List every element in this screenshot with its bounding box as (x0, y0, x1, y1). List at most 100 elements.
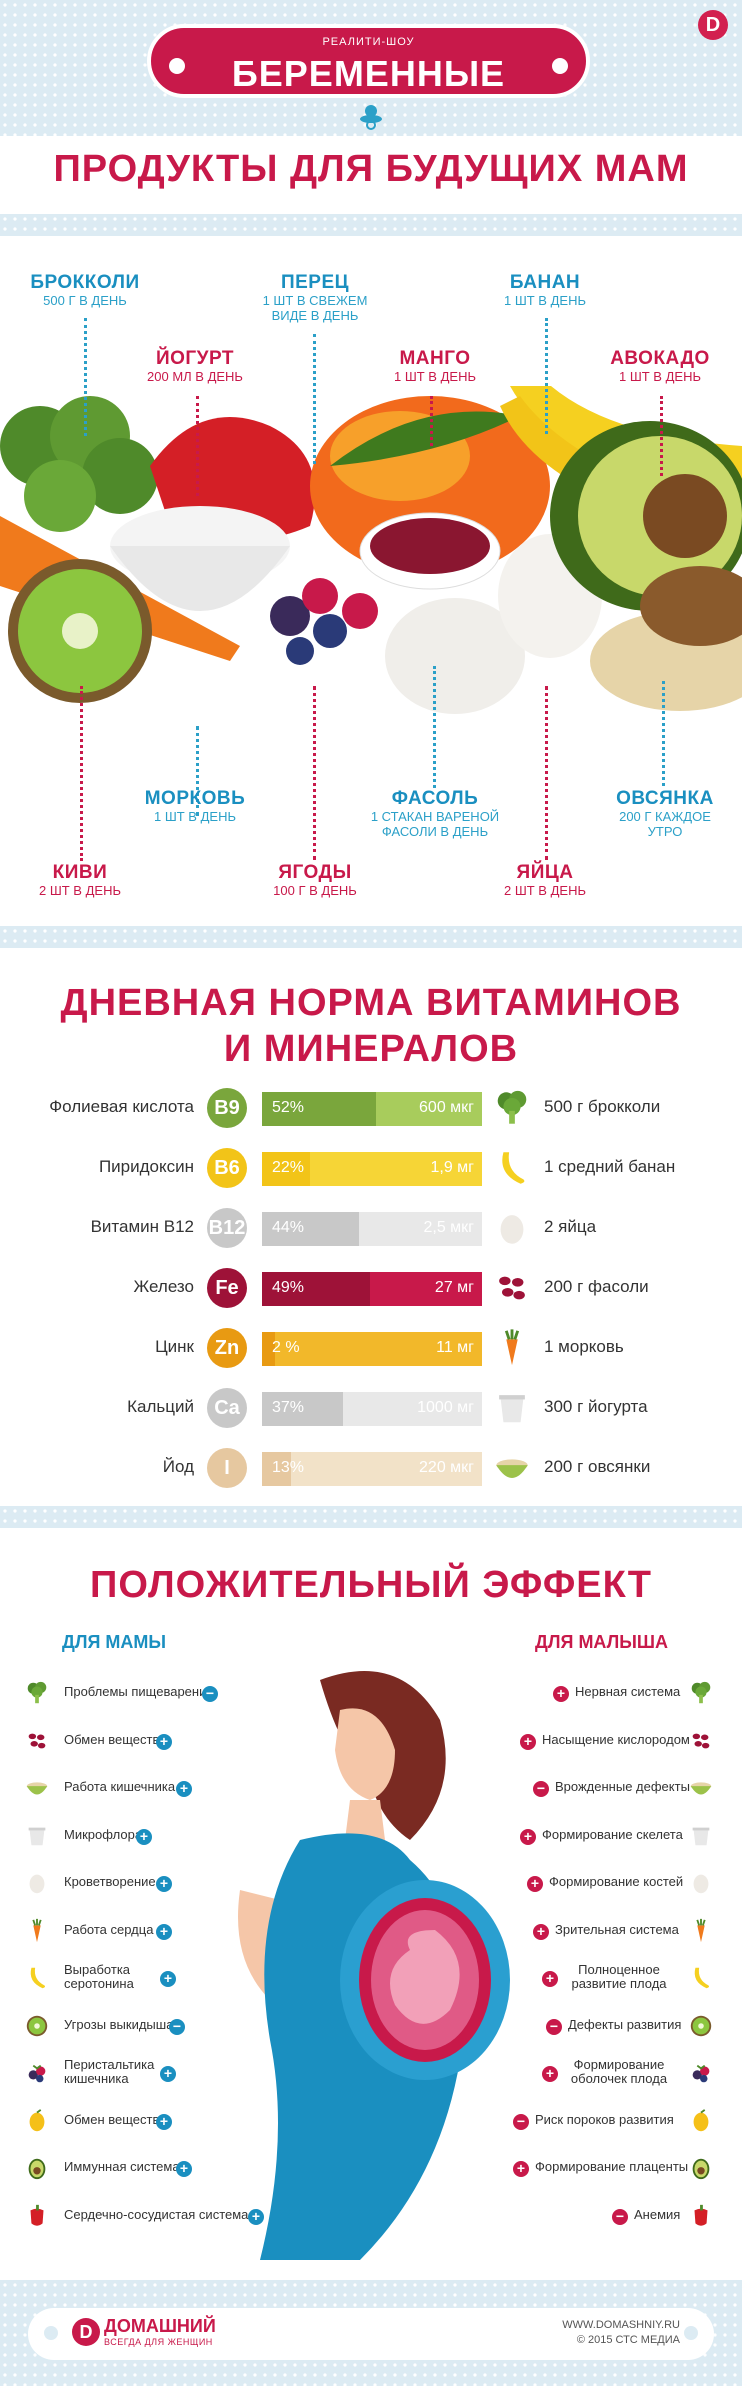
plus-icon: + (542, 2066, 558, 2082)
product-beans: ФАСОЛЬ 1 СТАКАН ВАРЕНОЙ ФАСОЛИ В ДЕНЬ (370, 788, 500, 839)
yogurt-icon (688, 1823, 714, 1849)
kiwi-icon (24, 2013, 50, 2039)
minus-icon: − (533, 1781, 549, 1797)
baby-effect-text: Риск пороков развития (535, 2112, 674, 2127)
plus-icon: + (248, 2209, 264, 2225)
vitamin-bar: 37% 1000 мг (262, 1392, 482, 1426)
avocado-icon (24, 2155, 50, 2181)
beans-icon (24, 1728, 50, 1754)
mom-effect-text: Проблемы пищеварения (64, 1684, 214, 1699)
plus-icon: + (156, 1876, 172, 1892)
baby-effect-item: + Формирование оболочек плода (460, 2056, 720, 2090)
leader-line-eggs (545, 686, 548, 860)
leader-line-broccoli (84, 318, 87, 436)
plus-icon: + (156, 1734, 172, 1750)
carrot-icon (492, 1328, 532, 1368)
product-pepper: ПЕРЕЦ 1 ШТ В СВЕЖЕМ ВИДЕ В ДЕНЬ (262, 272, 368, 323)
domashniy-logo-icon[interactable]: D (72, 2318, 100, 2346)
vitamin-bar-fill (262, 1212, 359, 1246)
footer-pill (28, 2308, 714, 2360)
dotted-divider (0, 214, 742, 236)
vitamin-bar-fill (262, 1092, 376, 1126)
mom-effect-item: Угрозы выкидыша − (24, 2009, 294, 2043)
oatmeal-icon (24, 1775, 50, 1801)
products-title: ПРОДУКТЫ ДЛЯ БУДУЩИХ МАМ (53, 148, 689, 190)
baby-effect-item: + Формирование костей (460, 1866, 720, 1900)
footer-tagline: ВСЕГДА ДЛЯ ЖЕНЩИН (104, 2337, 213, 2347)
vitamin-amount: 1000 мг (417, 1399, 474, 1416)
leader-line-avocado (660, 396, 663, 476)
product-kiwi: КИВИ 2 ШТ В ДЕНЬ (39, 862, 121, 898)
leader-line-banana (545, 318, 548, 434)
pregnant-woman-illustration (238, 1671, 510, 2260)
oatmeal-icon (492, 1448, 532, 1488)
vitamin-name: Кальций (127, 1397, 194, 1416)
vitamin-amount: 1,9 мг (430, 1159, 474, 1176)
vitamins-title: ДНЕВНАЯ НОРМА ВИТАМИНОВ И МИНЕРАЛОВ (0, 980, 742, 1072)
vitamin-name: Йод (162, 1457, 194, 1476)
pepper-icon (688, 2203, 714, 2229)
egg-icon (24, 1870, 50, 1896)
vitamin-food-source: 200 г фасоли (544, 1277, 649, 1296)
vitamin-amount: 2,5 мкг (423, 1219, 474, 1236)
pepper-icon (24, 2203, 50, 2229)
vitamin-amount: 11 мг (436, 1339, 474, 1356)
domashniy-logo-icon[interactable]: D (698, 10, 728, 40)
mom-effect-item: Обмен веществ + (24, 2104, 294, 2138)
vitamin-food-source: 300 г йогурта (544, 1397, 648, 1416)
product-oatmeal: ОВСЯНКА 200 Г КАЖДОЕ УТРО (616, 788, 714, 839)
baby-effect-item: − Риск пороков развития (460, 2104, 720, 2138)
vitamin-symbol-badge: I (207, 1448, 247, 1488)
berries-icon (24, 2060, 50, 2086)
mom-effect-item: Работа сердца + (24, 1914, 294, 1948)
vitamin-row: Цинк Zn 2 % 11 мг 1 морковь (0, 1326, 742, 1370)
vitamin-bar-fill (262, 1152, 310, 1186)
vitamin-percent: 52% (272, 1099, 305, 1116)
mom-effect-text: Микрофлора (64, 1827, 143, 1842)
carrot-icon (688, 1918, 714, 1944)
vitamin-row: Кальций Ca 37% 1000 мг 300 г йогурта (0, 1386, 742, 1430)
kiwi-icon (688, 2013, 714, 2039)
show-subtitle: РЕАЛИТИ-ШОУ (322, 36, 415, 48)
vitamin-name: Пиридоксин (98, 1157, 194, 1176)
show-title: БЕРЕМЕННЫЕ (231, 53, 506, 94)
baby-effect-text: Зрительная система (555, 1922, 679, 1937)
vitamin-symbol-badge: Ca (207, 1388, 247, 1428)
pill-dot-right-icon (552, 58, 568, 74)
baby-effect-text: Анемия (634, 2207, 681, 2222)
vitamin-row: Витамин B12 B12 44% 2,5 мкг 2 яйца (0, 1206, 742, 1250)
minus-icon: − (612, 2209, 628, 2225)
baby-heading: ДЛЯ МАЛЫША (535, 1632, 668, 1652)
vitamin-bar: 49% 27 мг (262, 1272, 482, 1306)
header-banner: D РЕАЛИТИ-ШОУ БЕРЕМЕННЫЕ (0, 0, 742, 148)
baby-effect-text: Полноценное развитие плода (571, 1962, 667, 1992)
leader-line-oatmeal (662, 681, 665, 786)
baby-effect-text: Насыщение кислородом (542, 1732, 690, 1747)
plus-icon: + (527, 1876, 543, 1892)
plus-icon: + (520, 1734, 536, 1750)
vitamin-amount: 27 мг (434, 1279, 474, 1296)
plus-icon: + (156, 2114, 172, 2130)
minus-icon: − (513, 2114, 529, 2130)
mom-effect-item: Выработка серотонина + (24, 1961, 294, 1995)
vitamin-food-source: 200 г овсянки (544, 1457, 651, 1476)
yogurt-icon (492, 1388, 532, 1428)
vitamins-title-line2: И МИНЕРАЛОВ (223, 1028, 519, 1070)
vitamin-row: Йод I 13% 220 мкг 200 г овсянки (0, 1446, 742, 1490)
mom-effect-text: Перистальтика кишечника (64, 2057, 155, 2087)
plus-icon: + (533, 1924, 549, 1940)
plus-icon: + (553, 1686, 569, 1702)
products-section: БРОККОЛИ 500 Г В ДЕНЬ ПЕРЕЦ 1 ШТ В СВЕЖЕМ … (0, 236, 742, 926)
mom-effect-item: Сердечно-сосудистая система + (24, 2199, 294, 2233)
baby-effect-item: − Дефекты развития (460, 2009, 720, 2043)
product-carrot: МОРКОВЬ 1 ШТ В ДЕНЬ (144, 788, 246, 824)
effects-title: ПОЛОЖИТЕЛЬНЫЙ ЭФФЕКТ (90, 1564, 652, 1606)
egg-icon (492, 1208, 532, 1248)
vitamin-name: Цинк (155, 1337, 194, 1356)
minus-icon: − (202, 1686, 218, 1702)
plus-icon: + (136, 1829, 152, 1845)
footer-url-link[interactable]: WWW.DOMASHNIY.RU (562, 2319, 680, 2331)
vitamin-bar: 13% 220 мкг (262, 1452, 482, 1486)
leader-line-yogurt (196, 396, 199, 496)
pacifier-icon (360, 105, 382, 130)
